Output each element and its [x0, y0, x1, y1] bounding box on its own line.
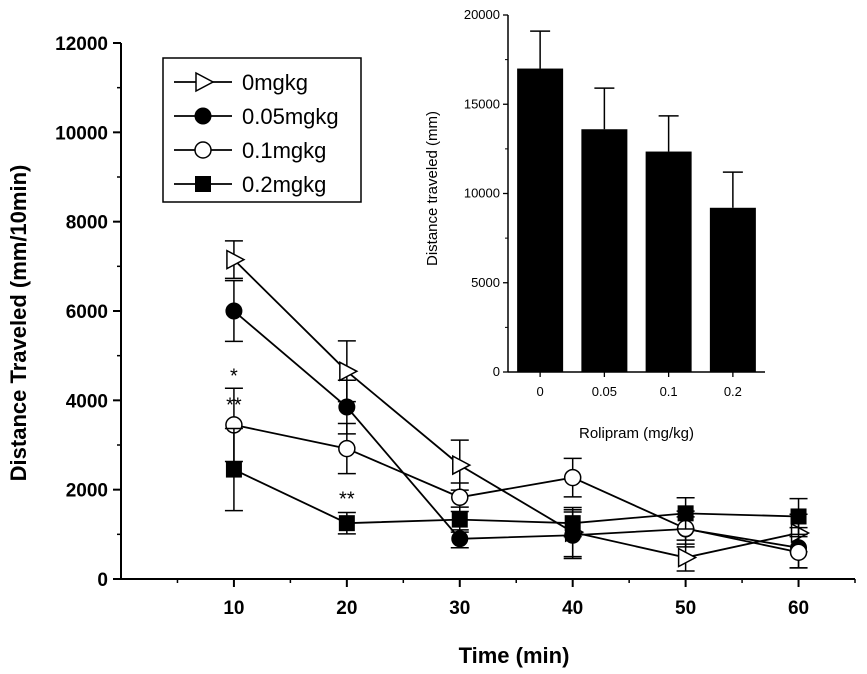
data-point	[790, 508, 807, 525]
main-chart: 0 2000 4000 6000 8000 10000 12000 10 20 30 40 50 60 T…	[6, 34, 856, 668]
x-tick-label: 50	[675, 598, 696, 619]
inset-x-tick-label: 0.1	[660, 384, 678, 399]
x-tick-label: 40	[562, 598, 583, 619]
data-point	[225, 461, 242, 478]
data-point	[564, 515, 581, 532]
legend-label: 0.05mgkg	[242, 104, 339, 129]
legend-marker	[195, 71, 215, 93]
series-line	[233, 258, 799, 559]
inset-x-tick-label: 0.05	[592, 384, 617, 399]
legend-marker	[194, 107, 212, 125]
x-axis-title: Time (min)	[459, 643, 570, 668]
inset-y-tick-label: 5000	[471, 275, 500, 290]
data-point	[339, 361, 359, 382]
data-point	[677, 505, 694, 522]
y-tick-label: 10000	[55, 123, 108, 144]
y-tick-label: 8000	[66, 213, 108, 234]
data-point	[790, 522, 811, 544]
inset-x-tick-label: 0.2	[724, 384, 742, 399]
data-point	[677, 547, 698, 568]
y-tick-label: 6000	[66, 302, 108, 323]
data-point	[452, 454, 472, 476]
bar	[709, 207, 756, 372]
series-line	[233, 424, 799, 554]
y-tick-label: 0	[97, 570, 108, 591]
data-point	[451, 488, 469, 507]
inset-y-tick-label: 15000	[464, 96, 500, 111]
x-tick-label: 30	[449, 598, 470, 619]
legend-label: 0.2mgkg	[242, 172, 326, 197]
bar	[517, 68, 564, 373]
legend-marker	[195, 176, 211, 192]
legend-label: 0mgkg	[242, 70, 308, 95]
significance-annotation: *	[230, 365, 238, 387]
data-point	[225, 302, 243, 320]
x-tick-label: 60	[788, 598, 809, 619]
y-tick-label: 4000	[66, 391, 108, 412]
bar	[581, 129, 628, 372]
legend-marker	[194, 141, 212, 159]
x-tick-label: 20	[336, 598, 357, 619]
data-point	[451, 511, 468, 528]
series-line	[233, 468, 799, 525]
inset-x-tick-label: 0	[537, 384, 544, 399]
y-tick-label: 12000	[55, 34, 108, 55]
y-tick-label: 2000	[66, 481, 108, 502]
series-0.1mgkg	[224, 387, 808, 569]
series-0.2mgkg	[224, 427, 808, 538]
data-point	[338, 398, 356, 416]
y-axis-title: Distance Traveled (mm/10min)	[6, 165, 31, 482]
significance-annotation: **	[339, 488, 355, 510]
significance-annotation: **	[226, 395, 242, 417]
legend: 0mgkg 0.05mgkg 0.1mgkg 0.2mgkg	[162, 57, 362, 203]
data-point	[226, 249, 246, 270]
data-point	[338, 515, 355, 532]
bar	[645, 151, 692, 372]
legend-label: 0.1mgkg	[242, 138, 326, 163]
inset-x-axis-title: Rolipram (mg/kg)	[579, 425, 694, 442]
inset-y-tick-label: 20000	[464, 7, 500, 22]
data-point	[451, 530, 469, 548]
inset-y-axis-title: Distance traveled (mm)	[424, 111, 441, 266]
data-point	[338, 439, 356, 458]
inset-y-tick-label: 0	[493, 364, 500, 379]
inset-bar-chart: 0 5000 10000 15000 20000 0 0.05 0.1 0.2 Rolipram …	[424, 7, 765, 442]
inset-y-tick-label: 10000	[464, 186, 500, 201]
x-tick-label: 10	[223, 598, 244, 619]
data-point	[789, 543, 808, 561]
data-point	[563, 468, 582, 487]
